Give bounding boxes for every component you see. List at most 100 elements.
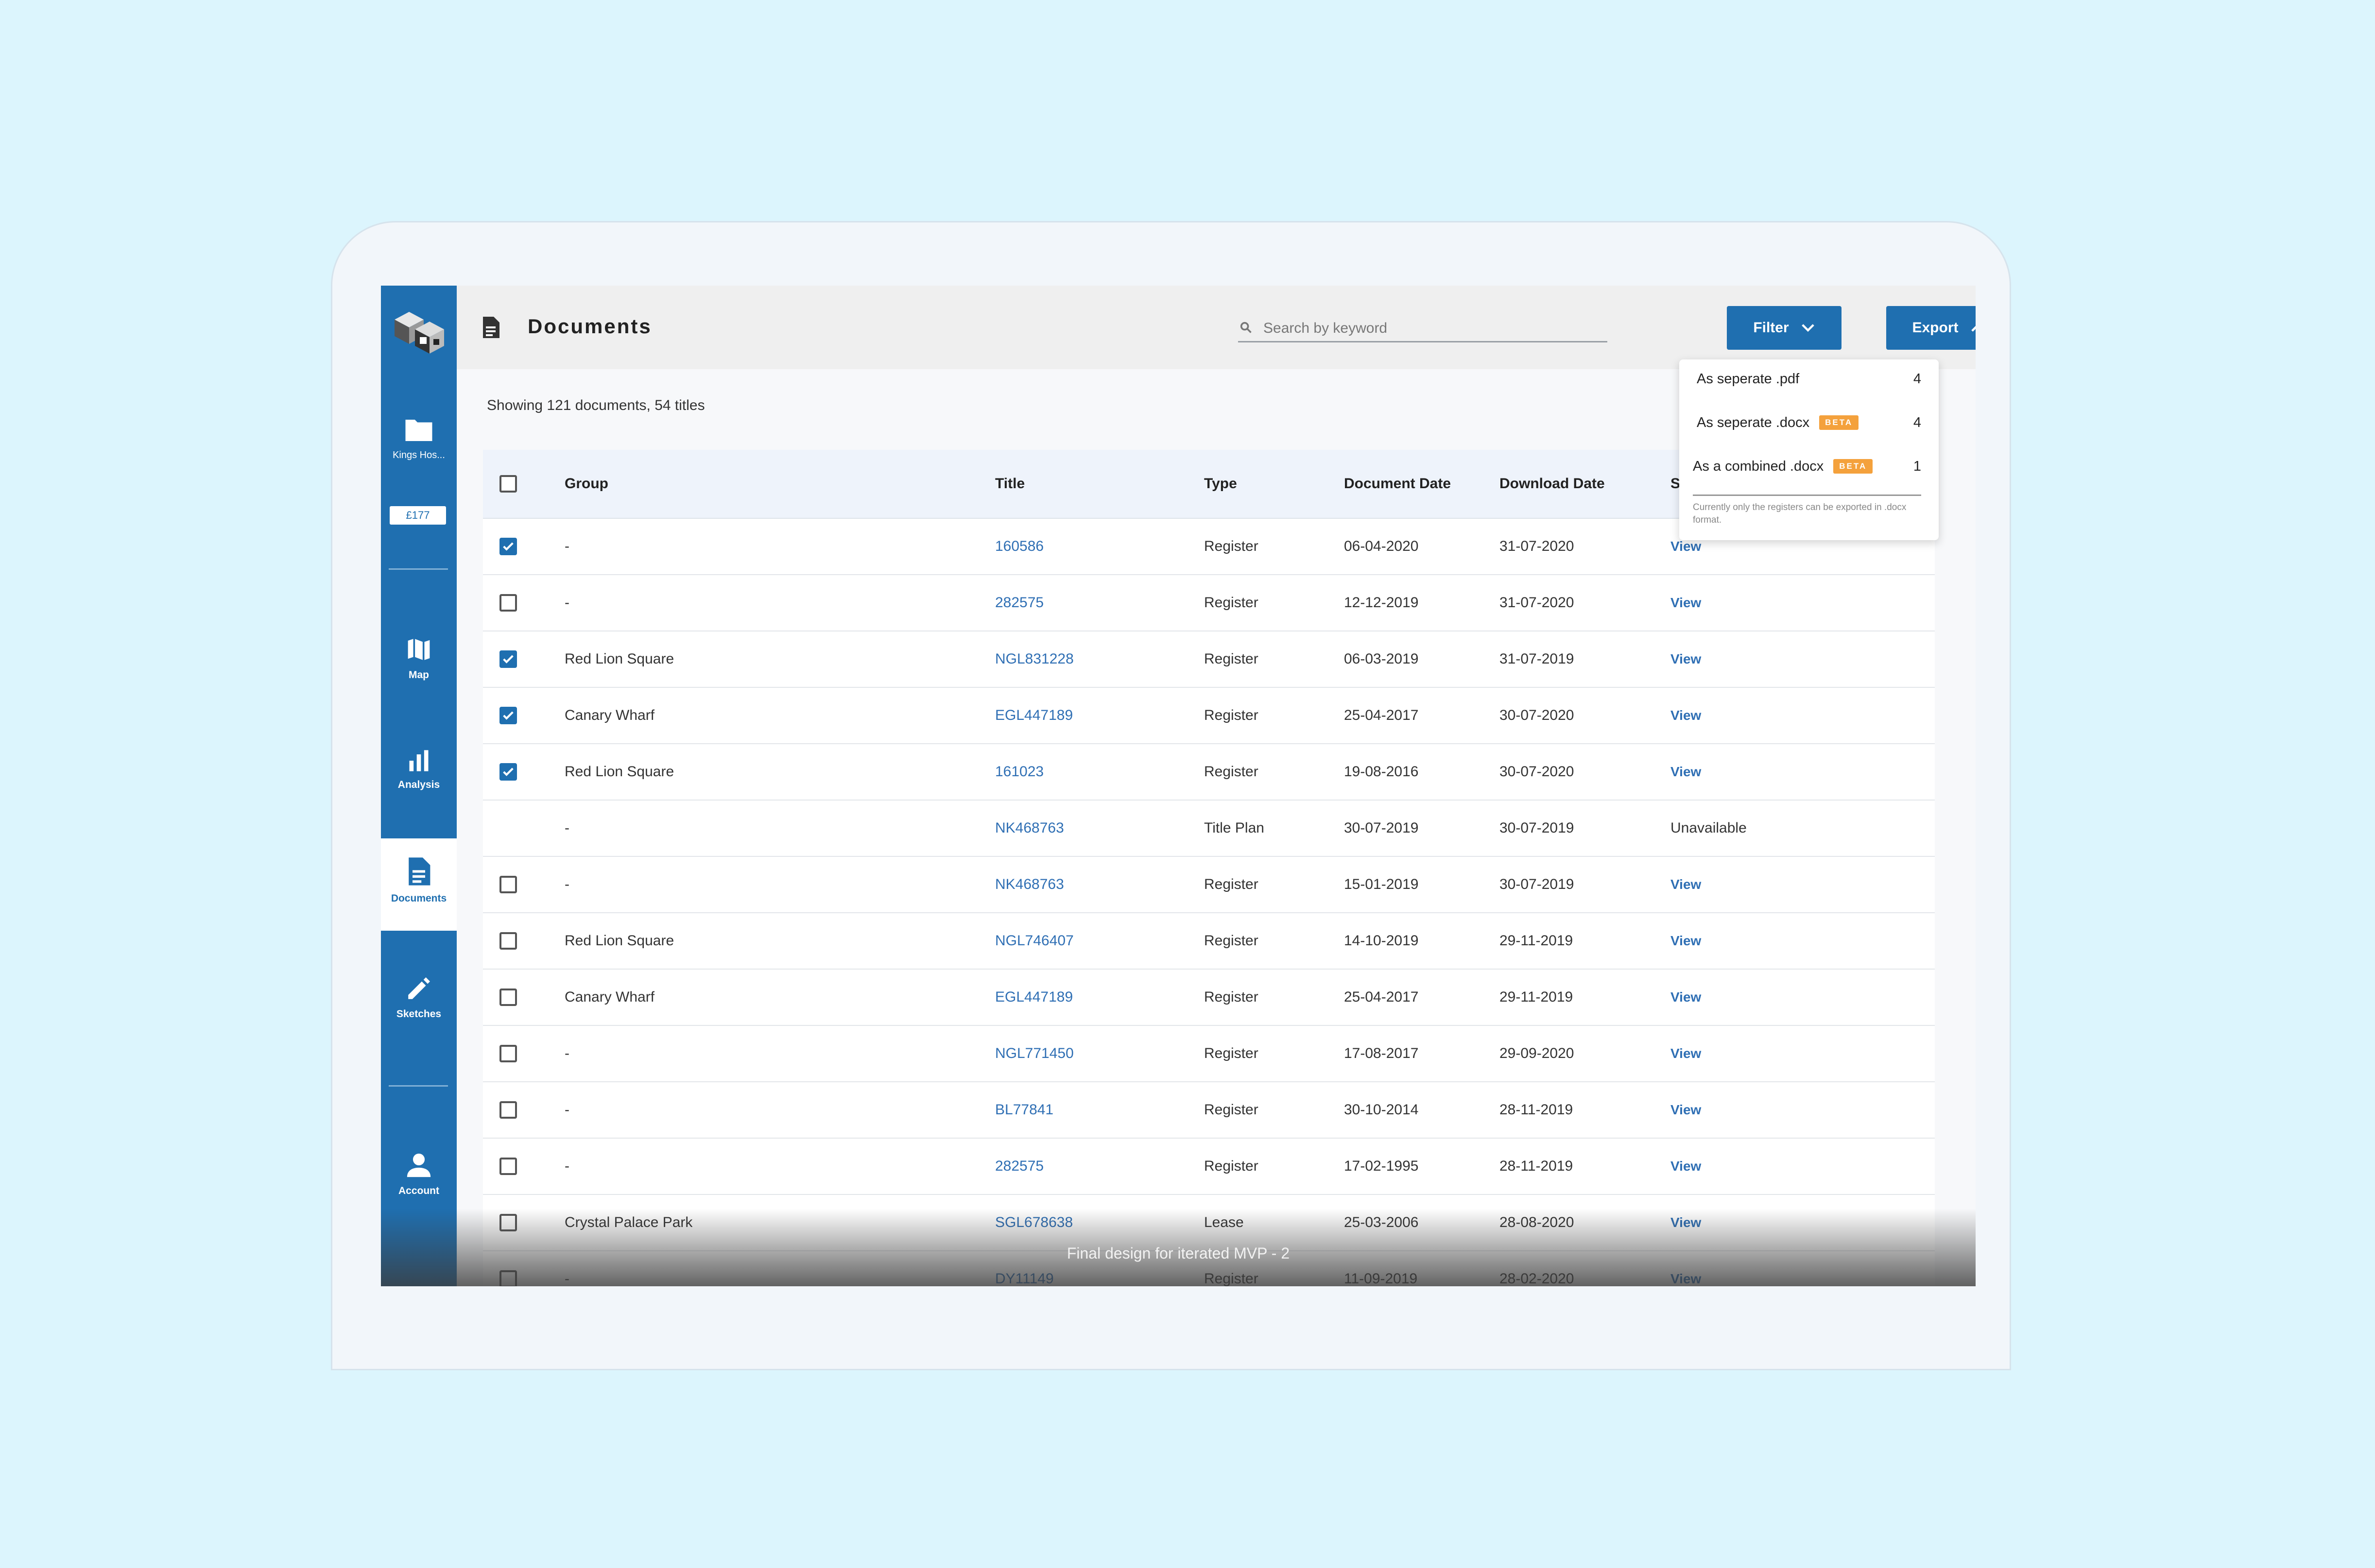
row-checkbox[interactable] <box>499 989 517 1006</box>
column-header-group[interactable]: Group <box>565 476 608 492</box>
view-link[interactable]: View <box>1670 1046 1702 1061</box>
table-row[interactable]: Red Lion Square NGL831228 Register 06-03-20… <box>483 631 1935 688</box>
view-link[interactable]: View <box>1670 764 1702 779</box>
sidebar-item-label: Map <box>409 669 429 681</box>
row-checkbox[interactable] <box>499 538 517 555</box>
title-link[interactable]: NGL746407 <box>995 933 1074 949</box>
cell-type: Register <box>1204 1158 1258 1174</box>
row-checkbox[interactable] <box>499 707 517 724</box>
cell-type: Register <box>1204 651 1258 667</box>
cell-type: Register <box>1204 876 1258 892</box>
row-checkbox[interactable] <box>499 1158 517 1175</box>
cell-download-date: 30-07-2019 <box>1499 876 1574 892</box>
column-header-title[interactable]: Title <box>995 476 1025 492</box>
title-link[interactable]: NK468763 <box>995 820 1064 836</box>
results-summary: Showing 121 documents, 54 titles <box>487 397 705 413</box>
table-row[interactable]: - 282575 Register 17-02-1995 28-11-2019 View <box>483 1139 1935 1195</box>
view-link[interactable]: View <box>1670 877 1702 892</box>
row-checkbox[interactable] <box>499 1045 517 1062</box>
sidebar-item-analysis[interactable]: Analysis <box>381 748 457 791</box>
export-option-count: 1 <box>1913 458 1921 474</box>
export-button-label: Export <box>1912 320 1959 336</box>
user-icon <box>407 1153 431 1177</box>
column-header-document-date[interactable]: Document Date <box>1344 476 1451 492</box>
title-link[interactable]: 160586 <box>995 538 1044 554</box>
sidebar-item-map[interactable]: Map <box>381 635 457 681</box>
title-link[interactable]: 161023 <box>995 764 1044 780</box>
sidebar-item-account[interactable]: Account <box>381 1151 457 1197</box>
view-link[interactable]: View <box>1670 651 1702 666</box>
table-row[interactable]: Canary Wharf EGL447189 Register 25-04-2017 2… <box>483 970 1935 1026</box>
search-input[interactable] <box>1262 317 1604 340</box>
title-link[interactable]: EGL447189 <box>995 707 1073 723</box>
cell-group: Canary Wharf <box>565 989 655 1005</box>
table-row[interactable]: Canary Wharf EGL447189 Register 25-04-2017 3… <box>483 688 1935 744</box>
cell-download-date: 30-07-2019 <box>1499 820 1574 836</box>
cell-download-date: 29-11-2019 <box>1499 933 1573 949</box>
cell-document-date: 15-01-2019 <box>1344 876 1419 892</box>
row-checkbox[interactable] <box>499 594 517 612</box>
title-link[interactable]: NGL771450 <box>995 1045 1074 1061</box>
view-link[interactable]: View <box>1670 708 1702 723</box>
filter-button-label: Filter <box>1753 320 1789 336</box>
sidebar-divider <box>389 568 448 570</box>
cell-type: Register <box>1204 1102 1258 1118</box>
export-option-label: As a combined .docx <box>1693 458 1824 474</box>
sidebar-item-documents[interactable]: Documents <box>381 838 457 931</box>
column-header-download-date[interactable]: Download Date <box>1499 476 1605 492</box>
select-all-checkbox[interactable] <box>499 475 517 493</box>
table-row[interactable]: - NK468763 Title Plan 30-07-2019 30-07-2019 U… <box>483 801 1935 857</box>
table-row[interactable]: - NK468763 Register 15-01-2019 30-07-2019 Vie… <box>483 857 1935 913</box>
sidebar: Kings Hos... £177 Map Analysis Documents… <box>381 286 457 1286</box>
view-link[interactable]: View <box>1670 989 1702 1005</box>
title-link[interactable]: EGL447189 <box>995 989 1073 1005</box>
view-link[interactable]: View <box>1670 595 1702 610</box>
column-header-status[interactable]: S <box>1670 476 1681 492</box>
row-checkbox[interactable] <box>499 650 517 668</box>
title-link[interactable]: 282575 <box>995 1158 1044 1174</box>
cell-document-date: 30-07-2019 <box>1344 820 1419 836</box>
cell-group: - <box>565 595 569 611</box>
table-row[interactable]: - BL77841 Register 30-10-2014 28-11-2019 View <box>483 1082 1935 1139</box>
row-checkbox[interactable] <box>499 1101 517 1119</box>
column-header-type[interactable]: Type <box>1204 476 1237 492</box>
title-link[interactable]: NGL831228 <box>995 651 1074 667</box>
search-icon <box>1240 322 1252 333</box>
row-checkbox[interactable] <box>499 763 517 781</box>
export-option-combined-docx[interactable]: As a combined .docx BETA 1 <box>1693 452 1921 481</box>
cell-group: Canary Wharf <box>565 707 655 723</box>
title-link[interactable]: BL77841 <box>995 1102 1054 1118</box>
export-button[interactable]: Export <box>1886 306 1976 350</box>
cell-group: - <box>565 820 569 836</box>
cell-document-date: 06-03-2019 <box>1344 651 1419 667</box>
table-row[interactable]: - NGL771450 Register 17-08-2017 29-09-2020 Vi… <box>483 1026 1935 1082</box>
cell-download-date: 29-09-2020 <box>1499 1045 1574 1061</box>
row-checkbox[interactable] <box>499 932 517 950</box>
sidebar-item-project[interactable]: Kings Hos... <box>381 417 457 461</box>
cell-type: Title Plan <box>1204 820 1264 836</box>
export-note: Currently only the registers can be expo… <box>1693 502 1907 525</box>
status-text: Unavailable <box>1670 820 1747 836</box>
view-link[interactable]: View <box>1670 1102 1702 1117</box>
cell-download-date: 29-11-2019 <box>1499 989 1573 1005</box>
cell-group: Red Lion Square <box>565 764 674 780</box>
filter-button[interactable]: Filter <box>1727 306 1841 350</box>
table-row[interactable]: Red Lion Square 161023 Register 19-08-2016 3… <box>483 744 1935 801</box>
table-row[interactable]: - 282575 Register 12-12-2019 31-07-2020 View <box>483 575 1935 631</box>
cell-type: Register <box>1204 538 1258 554</box>
row-checkbox[interactable] <box>499 876 517 893</box>
sidebar-item-sketches[interactable]: Sketches <box>381 974 457 1020</box>
export-option-pdf[interactable]: As seperate .pdf 4 <box>1697 364 1921 393</box>
check-icon <box>503 655 514 664</box>
title-link[interactable]: 282575 <box>995 595 1044 611</box>
cell-group: - <box>565 538 569 554</box>
view-link[interactable]: View <box>1670 933 1702 948</box>
title-link[interactable]: NK468763 <box>995 876 1064 892</box>
view-link[interactable]: View <box>1670 539 1702 554</box>
table-row[interactable]: Red Lion Square NGL746407 Register 14-10-20… <box>483 913 1935 970</box>
sidebar-item-label: Documents <box>391 893 447 904</box>
view-link[interactable]: View <box>1670 1159 1702 1174</box>
export-option-docx[interactable]: As seperate .docx BETA 4 <box>1697 408 1921 437</box>
cell-document-date: 30-10-2014 <box>1344 1102 1419 1118</box>
sidebar-item-label: Account <box>398 1185 439 1196</box>
